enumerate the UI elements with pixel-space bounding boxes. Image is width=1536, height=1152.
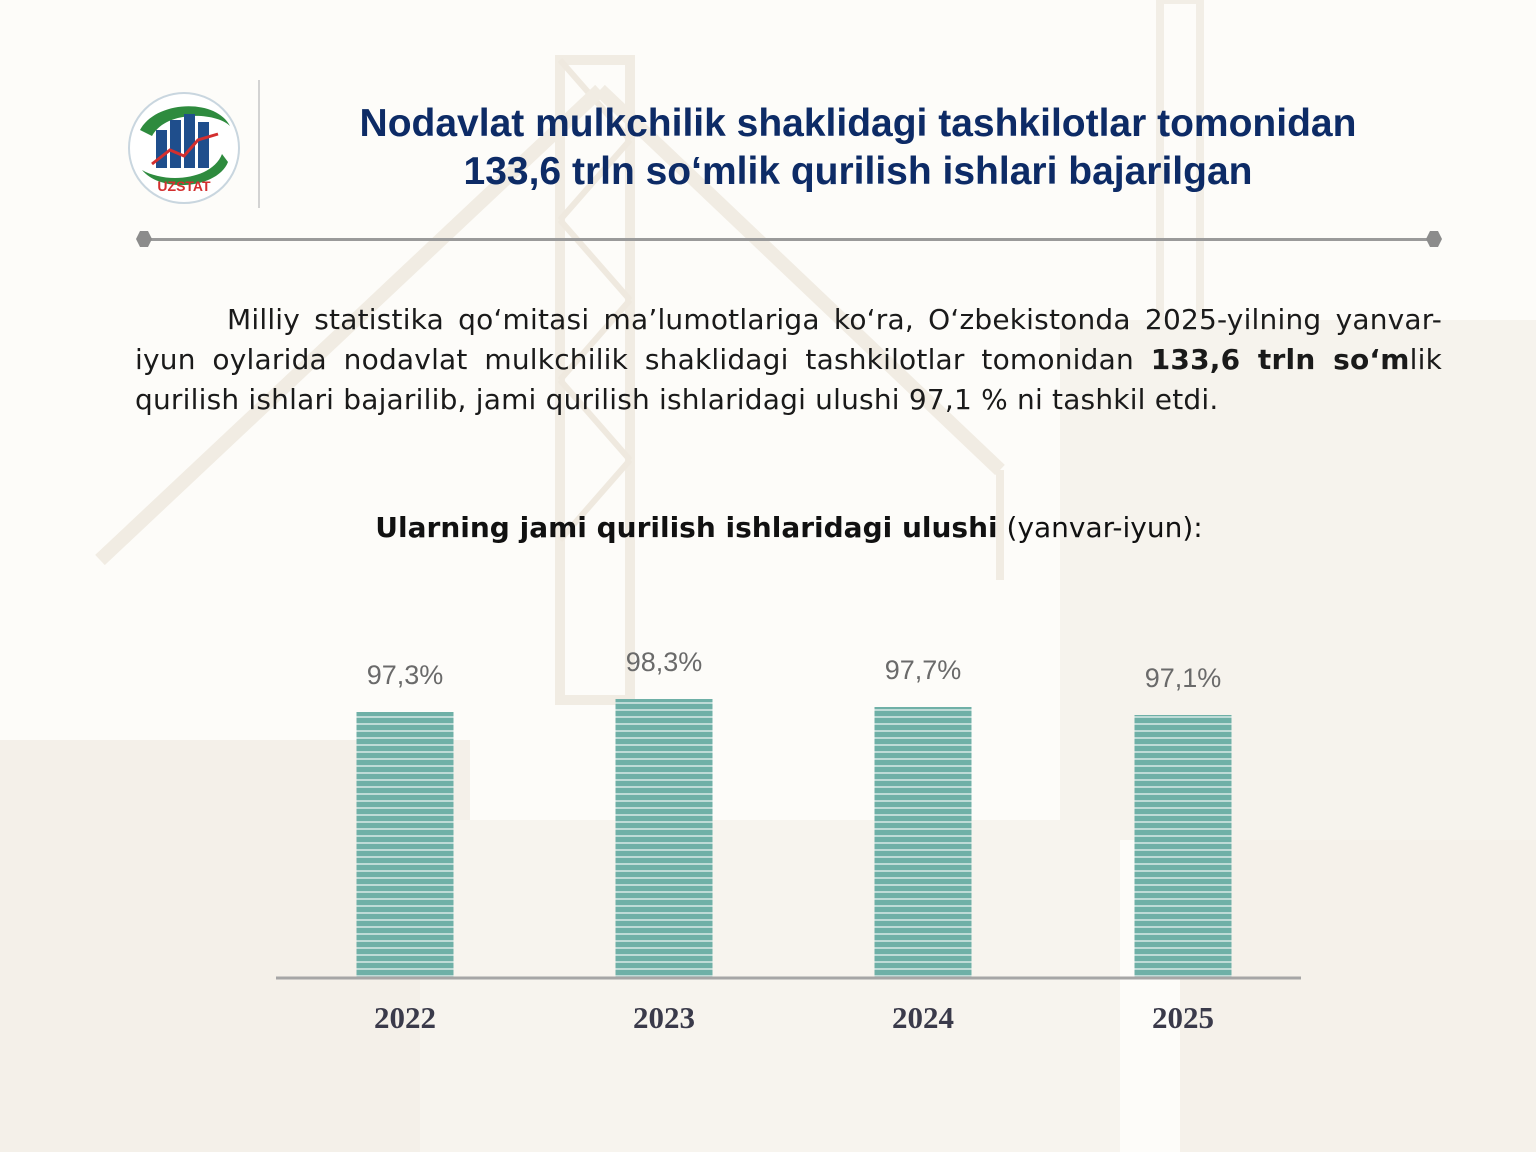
category-label-2022: 2022	[374, 1000, 436, 1035]
intro-paragraph: Milliy statistika qo‘mitasi ma’lumotlari…	[135, 300, 1442, 420]
title-line-1: Nodavlat mulkchilik shaklidagi tashkilot…	[359, 102, 1357, 145]
value-label-2023: 98,3%	[626, 647, 703, 677]
logo-divider	[258, 80, 260, 208]
value-label-2024: 97,7%	[885, 655, 962, 685]
bar-2023	[615, 699, 713, 977]
bars: 97,3% 2022 98,3% 2023 97,7% 2024 97,1% 2025	[356, 647, 1232, 1035]
divider-end-right	[1426, 231, 1442, 247]
title-line-2: 133,6 trln so‘mlik qurilish ishlari baja…	[463, 150, 1253, 193]
paragraph-highlight: 133,6 trln so‘m	[1150, 343, 1410, 376]
category-label-2024: 2024	[892, 1000, 954, 1035]
bar-2025	[1134, 715, 1232, 977]
page-title: Nodavlat mulkchilik shaklidagi tashkilot…	[270, 100, 1446, 196]
chart-title-rest: (yanvar-iyun):	[997, 511, 1203, 544]
header-divider	[136, 228, 1442, 250]
divider-line	[144, 238, 1434, 241]
value-label-2022: 97,3%	[367, 660, 444, 690]
bar-2024	[874, 707, 972, 977]
paragraph-text-2: lik qurilish ishlari bajarilib, jami qur…	[135, 343, 1442, 416]
bar-2022	[356, 712, 454, 977]
chart-title-bold: Ularning jami qurilish ishlaridagi ulush…	[375, 511, 998, 544]
paragraph-text-1: Milliy statistika qo‘mitasi ma’lumotlari…	[135, 303, 1442, 376]
chart-title: Ularning jami qurilish ishlaridagi ulush…	[0, 508, 1536, 548]
bar-chart: 97,3% 2022 98,3% 2023 97,7% 2024 97,1% 2025	[276, 647, 1301, 1035]
value-label-2025: 97,1%	[1145, 663, 1222, 693]
category-label-2025: 2025	[1152, 1000, 1214, 1035]
divider-end-left	[136, 231, 152, 247]
category-label-2023: 2023	[633, 1000, 695, 1035]
logo-text: UZSTAT	[157, 178, 211, 194]
uzstat-logo: UZSTAT	[126, 90, 242, 206]
